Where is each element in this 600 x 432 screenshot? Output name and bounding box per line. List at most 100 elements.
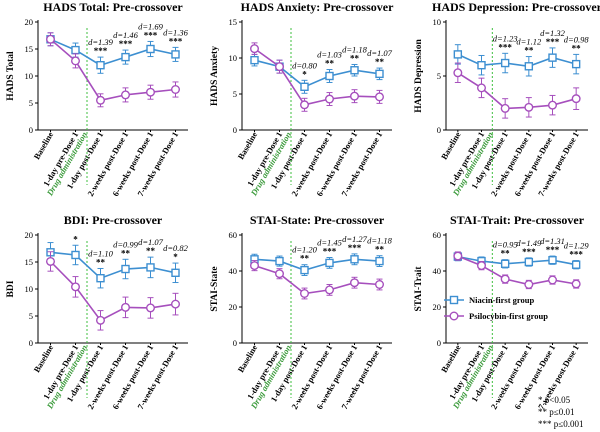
psilocybin-series-line (457, 72, 577, 110)
y-axis-label: BDI (6, 280, 16, 297)
chart-title: BDI: Pre-crossover (64, 213, 163, 227)
effect-size-label: d=1.49 (516, 238, 542, 248)
psilocybin-data-point (375, 280, 385, 290)
significance-stars: ** (375, 57, 385, 67)
psilocybin-data-point (145, 87, 155, 97)
effect-size-label: d=1.32 (540, 28, 566, 38)
niacin-data-point (453, 50, 463, 59)
effect-size-label: d=1.29 (564, 241, 590, 251)
legend-entry-label: Niacin-first group (469, 295, 535, 305)
y-tick-label: 60 (433, 230, 442, 240)
chart-title: HADS Total: Pre-crossover (43, 0, 183, 14)
psilocybin-data-point (350, 91, 360, 101)
effect-size-label: d=0.82 (163, 243, 189, 253)
significance-stars: *** (546, 37, 560, 47)
psilocybin-data-point (46, 256, 56, 266)
psilocybin-data-point (170, 84, 180, 94)
niacin-data-point (548, 53, 557, 62)
psilocybin-data-point (477, 83, 487, 93)
significance-stars: * (173, 252, 178, 262)
niacin-data-point (250, 55, 259, 65)
y-tick-label: 10 (433, 17, 442, 27)
y-tick-label: 15 (25, 44, 34, 54)
legend-swatch-marker (449, 295, 459, 305)
significance-key-three-star: *** p≤0.001 (538, 419, 584, 429)
niacin-data-point (96, 61, 105, 70)
psilocybin-data-point (145, 303, 155, 313)
chart-panel-1: HADS Total: Pre-crossover 0 5 10 15 20 HADS To… (6, 0, 189, 198)
psilocybin-data-point (500, 274, 510, 284)
chart-title: HADS Depression: Pre-crossover (432, 0, 600, 14)
significance-stars: ** (300, 254, 310, 264)
niacin-data-point (524, 257, 534, 267)
significance-key-one-star: * p<0.05 (538, 395, 571, 405)
effect-size-label: d=0.95 (493, 240, 518, 250)
niacin-series-line (50, 251, 176, 280)
significance-stars: *** (323, 247, 337, 257)
effect-size-label: d=1.46 (113, 30, 139, 40)
niacin-data-point (571, 59, 581, 69)
significance-key-two-star: ** p≤0.01 (538, 407, 575, 417)
effect-size-label: d=0.80 (292, 60, 318, 70)
niacin-data-point (500, 58, 510, 68)
significance-stars: ** (524, 46, 534, 56)
effect-size-label: d=1.45 (317, 238, 342, 248)
chart-title: STAI-State: Pre-crossover (250, 213, 385, 227)
effect-size-label: d=1.31 (540, 236, 565, 246)
chart-title: STAI-Trait: Pre-crossover (450, 213, 585, 227)
effect-size-label: d=1.36 (163, 27, 189, 37)
chart-panel-2: HADS Anxiety: Pre-crossover 0 5 10 15 HADS An… (210, 0, 394, 198)
niacin-data-point (300, 265, 309, 275)
chart-title: HADS Anxiety: Pre-crossover (241, 0, 395, 14)
psilocybin-data-point (548, 100, 558, 110)
chart-panel-4: BDI: Pre-crossover05101520BDIBaseline1-d… (6, 213, 189, 411)
psilocybin-data-point (120, 90, 130, 100)
significance-stars: *** (569, 250, 583, 260)
significance-stars: ** (501, 249, 511, 259)
niacin-data-point (146, 263, 155, 272)
significance-stars: * (302, 69, 307, 79)
psilocybin-series-line (49, 38, 176, 102)
psilocybin-data-point (477, 261, 487, 271)
significance-stars: *** (119, 39, 133, 49)
psilocybin-data-point (500, 103, 510, 113)
significance-key: * p<0.05 ** p≤0.01 *** p≤0.001 (538, 394, 600, 430)
psilocybin-data-point (325, 94, 335, 104)
significance-stars: ** (325, 59, 335, 69)
chart-panel-5: STAI-State: Pre-crossover 0 20 40 60 STAI-Sta… (210, 213, 393, 411)
effect-size-label: d=0.98 (564, 34, 590, 44)
y-tick-label: 0 (437, 338, 441, 348)
psilocybin-data-point (95, 315, 105, 325)
x-tick-label: Baseline (235, 130, 259, 161)
psilocybin-series-line (254, 264, 380, 295)
effect-size-label: d=1.12 (516, 37, 542, 47)
psilocybin-data-point (70, 56, 80, 66)
y-tick-label: 10 (229, 53, 238, 63)
psilocybin-data-point (95, 95, 105, 105)
psilocybin-data-point (300, 100, 310, 110)
psilocybin-data-point (375, 92, 385, 102)
significance-stars: ** (96, 257, 106, 267)
y-tick-label: 20 (25, 17, 34, 27)
niacin-data-point (300, 82, 309, 92)
niacin-data-point (96, 274, 105, 283)
effect-size-label: d=1.07 (138, 237, 164, 247)
psilocybin-data-point (170, 299, 180, 309)
effect-size-label: d=0.99 (113, 239, 139, 249)
effect-size-label: d=1.10 (88, 248, 114, 258)
psilocybin-data-point (249, 44, 259, 54)
psilocybin-data-point (275, 269, 285, 279)
y-tick-label: 20 (433, 302, 442, 312)
niacin-data-point (275, 256, 284, 266)
significance-stars: *** (94, 46, 108, 56)
y-tick-label: 0 (437, 125, 441, 135)
niacin-data-point (171, 50, 180, 59)
y-tick-label: 20 (25, 230, 34, 240)
niacin-series-line (457, 53, 577, 68)
y-tick-label: 15 (229, 17, 238, 27)
niacin-data-point (477, 61, 486, 70)
y-tick-label: 5 (29, 98, 33, 108)
effect-size-label: d=1.27 (342, 234, 368, 244)
y-tick-label: 40 (229, 266, 238, 276)
niacin-data-point (500, 259, 510, 268)
